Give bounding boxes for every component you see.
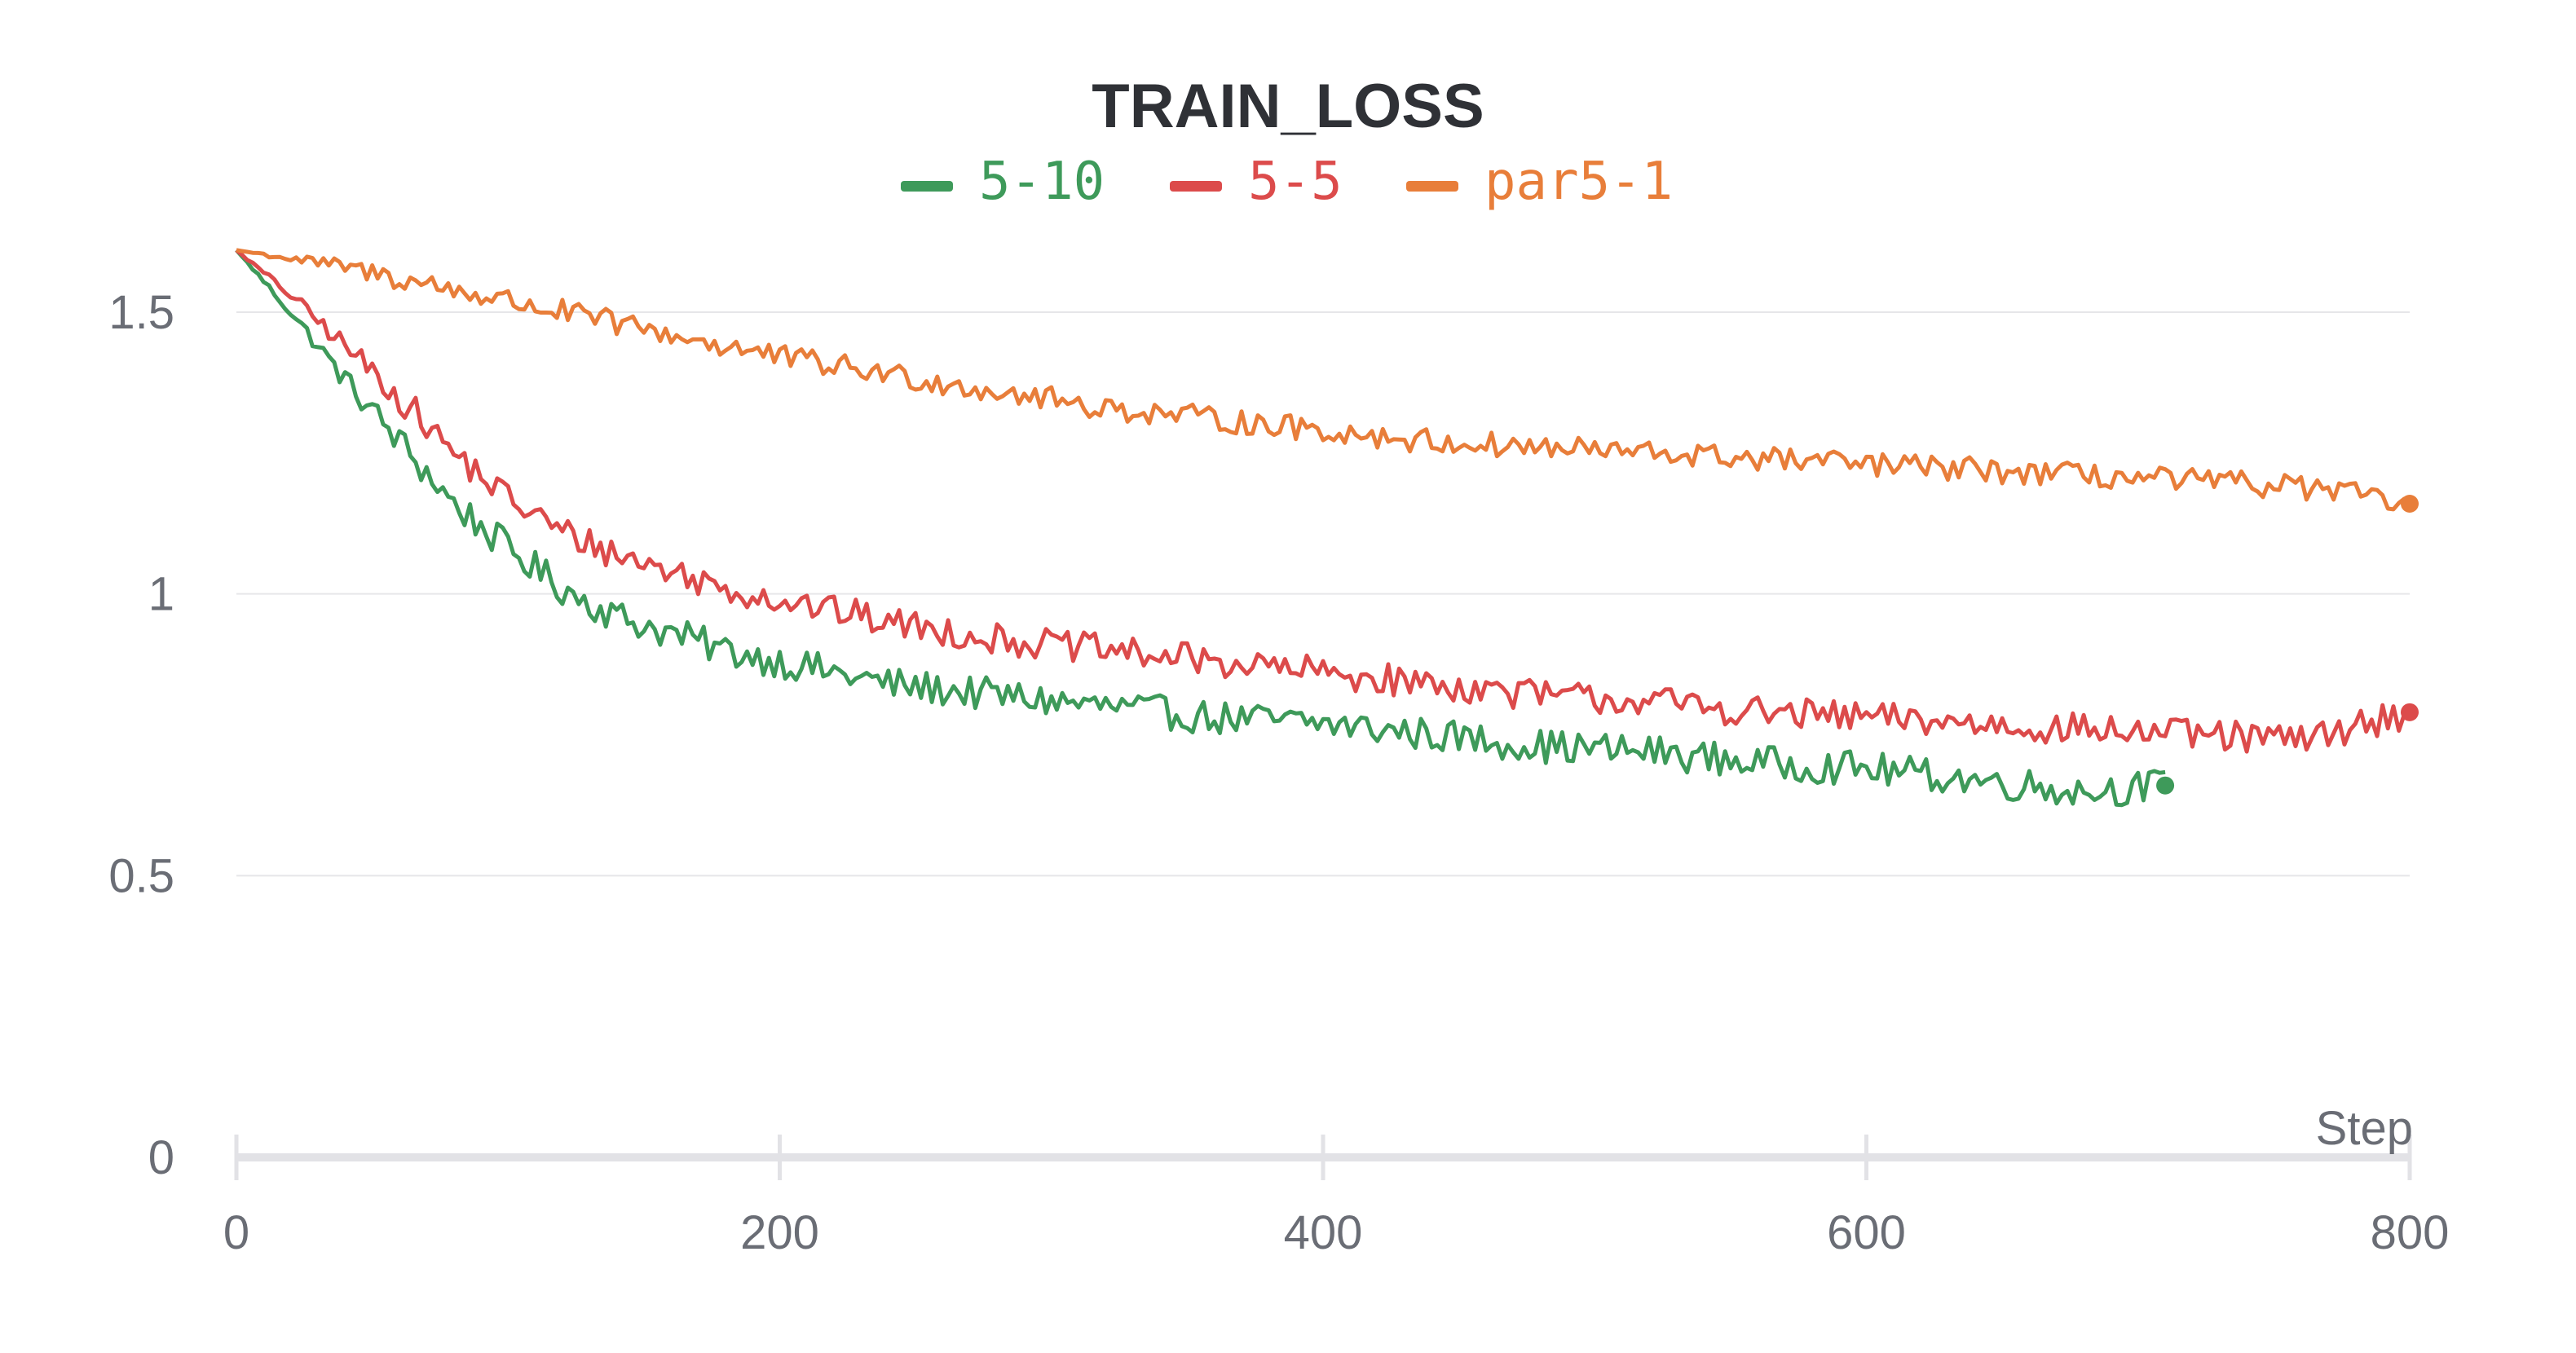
x-tick-label: 200 (740, 1206, 819, 1259)
legend-item-5-5[interactable]: 5-5 (1170, 152, 1343, 212)
x-axis-label: Step (2316, 1102, 2413, 1155)
series-layer (235, 248, 2419, 808)
legend-label: 5-5 (1248, 152, 1343, 212)
y-tick-label: 0 (148, 1131, 174, 1184)
legend-item-5-10[interactable]: 5-10 (901, 152, 1105, 212)
x-tick-label: 600 (1827, 1206, 1906, 1259)
chart-title: TRAIN_LOSS (1092, 72, 1484, 141)
legend-label: par5-1 (1484, 152, 1673, 212)
y-axis: 0 0.5 1 1.5 (108, 286, 174, 1184)
legend-swatch (1406, 181, 1458, 192)
y-tick-label: 1.5 (108, 286, 174, 339)
legend-swatch (901, 181, 953, 192)
series-end-point-5-5 (2401, 703, 2419, 721)
legend-label: 5-10 (979, 152, 1105, 212)
x-tick-label: 800 (2371, 1206, 2450, 1259)
legend: 5-10 5-5 par5-1 (901, 152, 1673, 212)
x-tick-label: 0 (223, 1206, 249, 1259)
legend-swatch (1170, 181, 1222, 192)
gridlines (236, 311, 2410, 877)
series-end-point-5-10 (2156, 776, 2175, 795)
series-line-par5-1 (236, 248, 2411, 512)
y-tick-label: 1 (148, 568, 174, 621)
series-line-5-10 (235, 249, 2166, 808)
series-line-5-5 (235, 248, 2411, 754)
series-end-point-par5-1 (2401, 495, 2419, 513)
legend-item-par5-1[interactable]: par5-1 (1406, 152, 1673, 212)
x-axis: 0 200 400 600 800 (223, 1135, 2450, 1259)
y-tick-label: 0.5 (108, 849, 174, 902)
x-tick-label: 400 (1284, 1206, 1363, 1259)
